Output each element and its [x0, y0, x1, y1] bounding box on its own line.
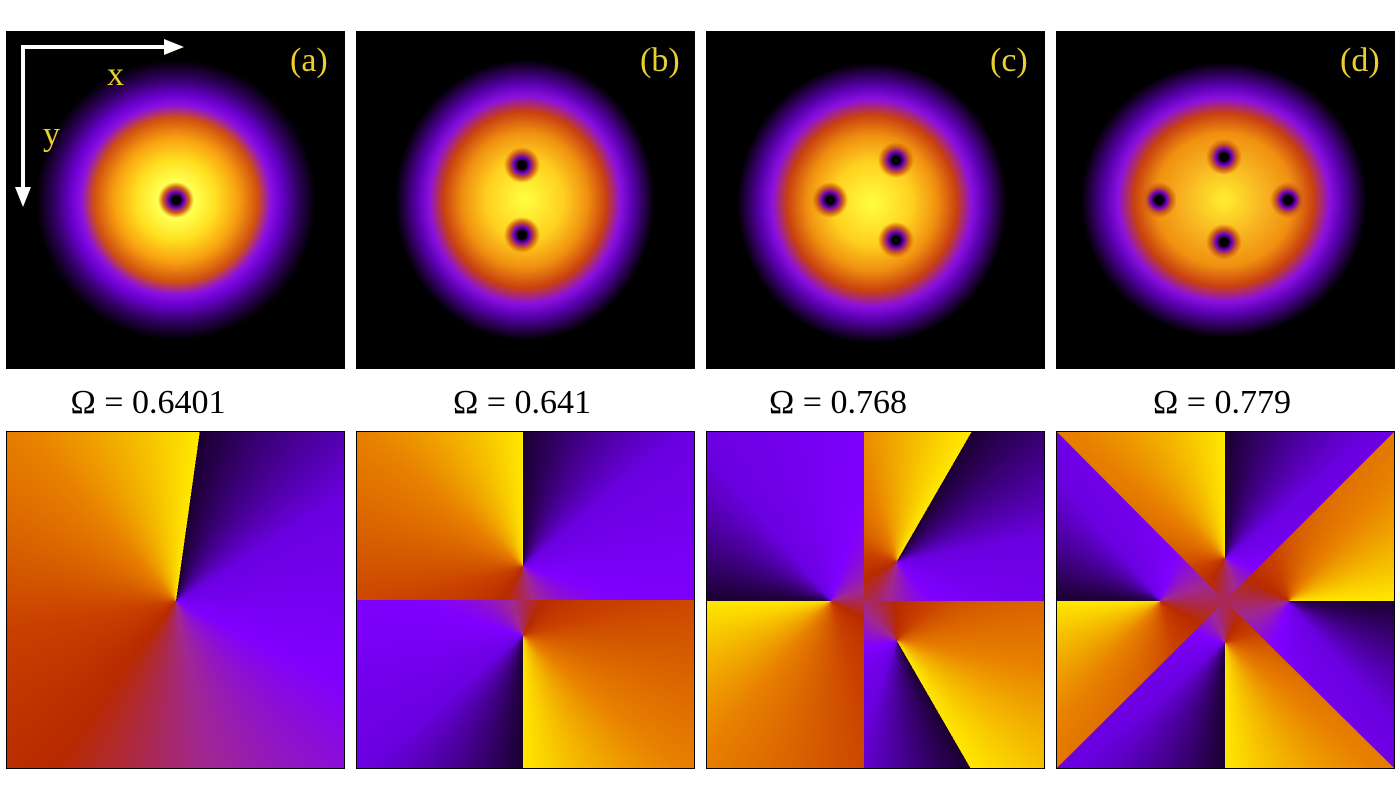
panel-label: (b)	[640, 42, 680, 79]
phase-image	[356, 431, 695, 769]
phase-layer	[864, 432, 1044, 601]
axis-arrows	[15, 39, 184, 207]
omega-label: Ω = 0.6401	[70, 384, 226, 421]
phase-layer	[357, 432, 694, 600]
density-image	[356, 31, 695, 369]
omega-label: Ω = 0.641	[453, 384, 591, 421]
omega-label: Ω = 0.779	[1153, 384, 1291, 421]
phase-image	[1056, 431, 1395, 769]
phase-image	[6, 431, 345, 769]
density-image	[6, 31, 345, 369]
density-image	[706, 31, 1045, 369]
panel-label: (a)	[290, 42, 328, 79]
y-axis-label: y	[43, 116, 60, 153]
panel-label: (c)	[990, 42, 1028, 79]
x-axis-label: x	[107, 56, 124, 93]
phase-layer	[7, 432, 344, 768]
density-image	[1056, 31, 1395, 369]
panel-label: (d)	[1340, 42, 1380, 79]
phase-layer	[357, 600, 694, 768]
phase-image	[706, 431, 1045, 769]
phase-layer	[864, 601, 1044, 768]
omega-label: Ω = 0.768	[769, 384, 907, 421]
phase-layer	[707, 432, 864, 768]
